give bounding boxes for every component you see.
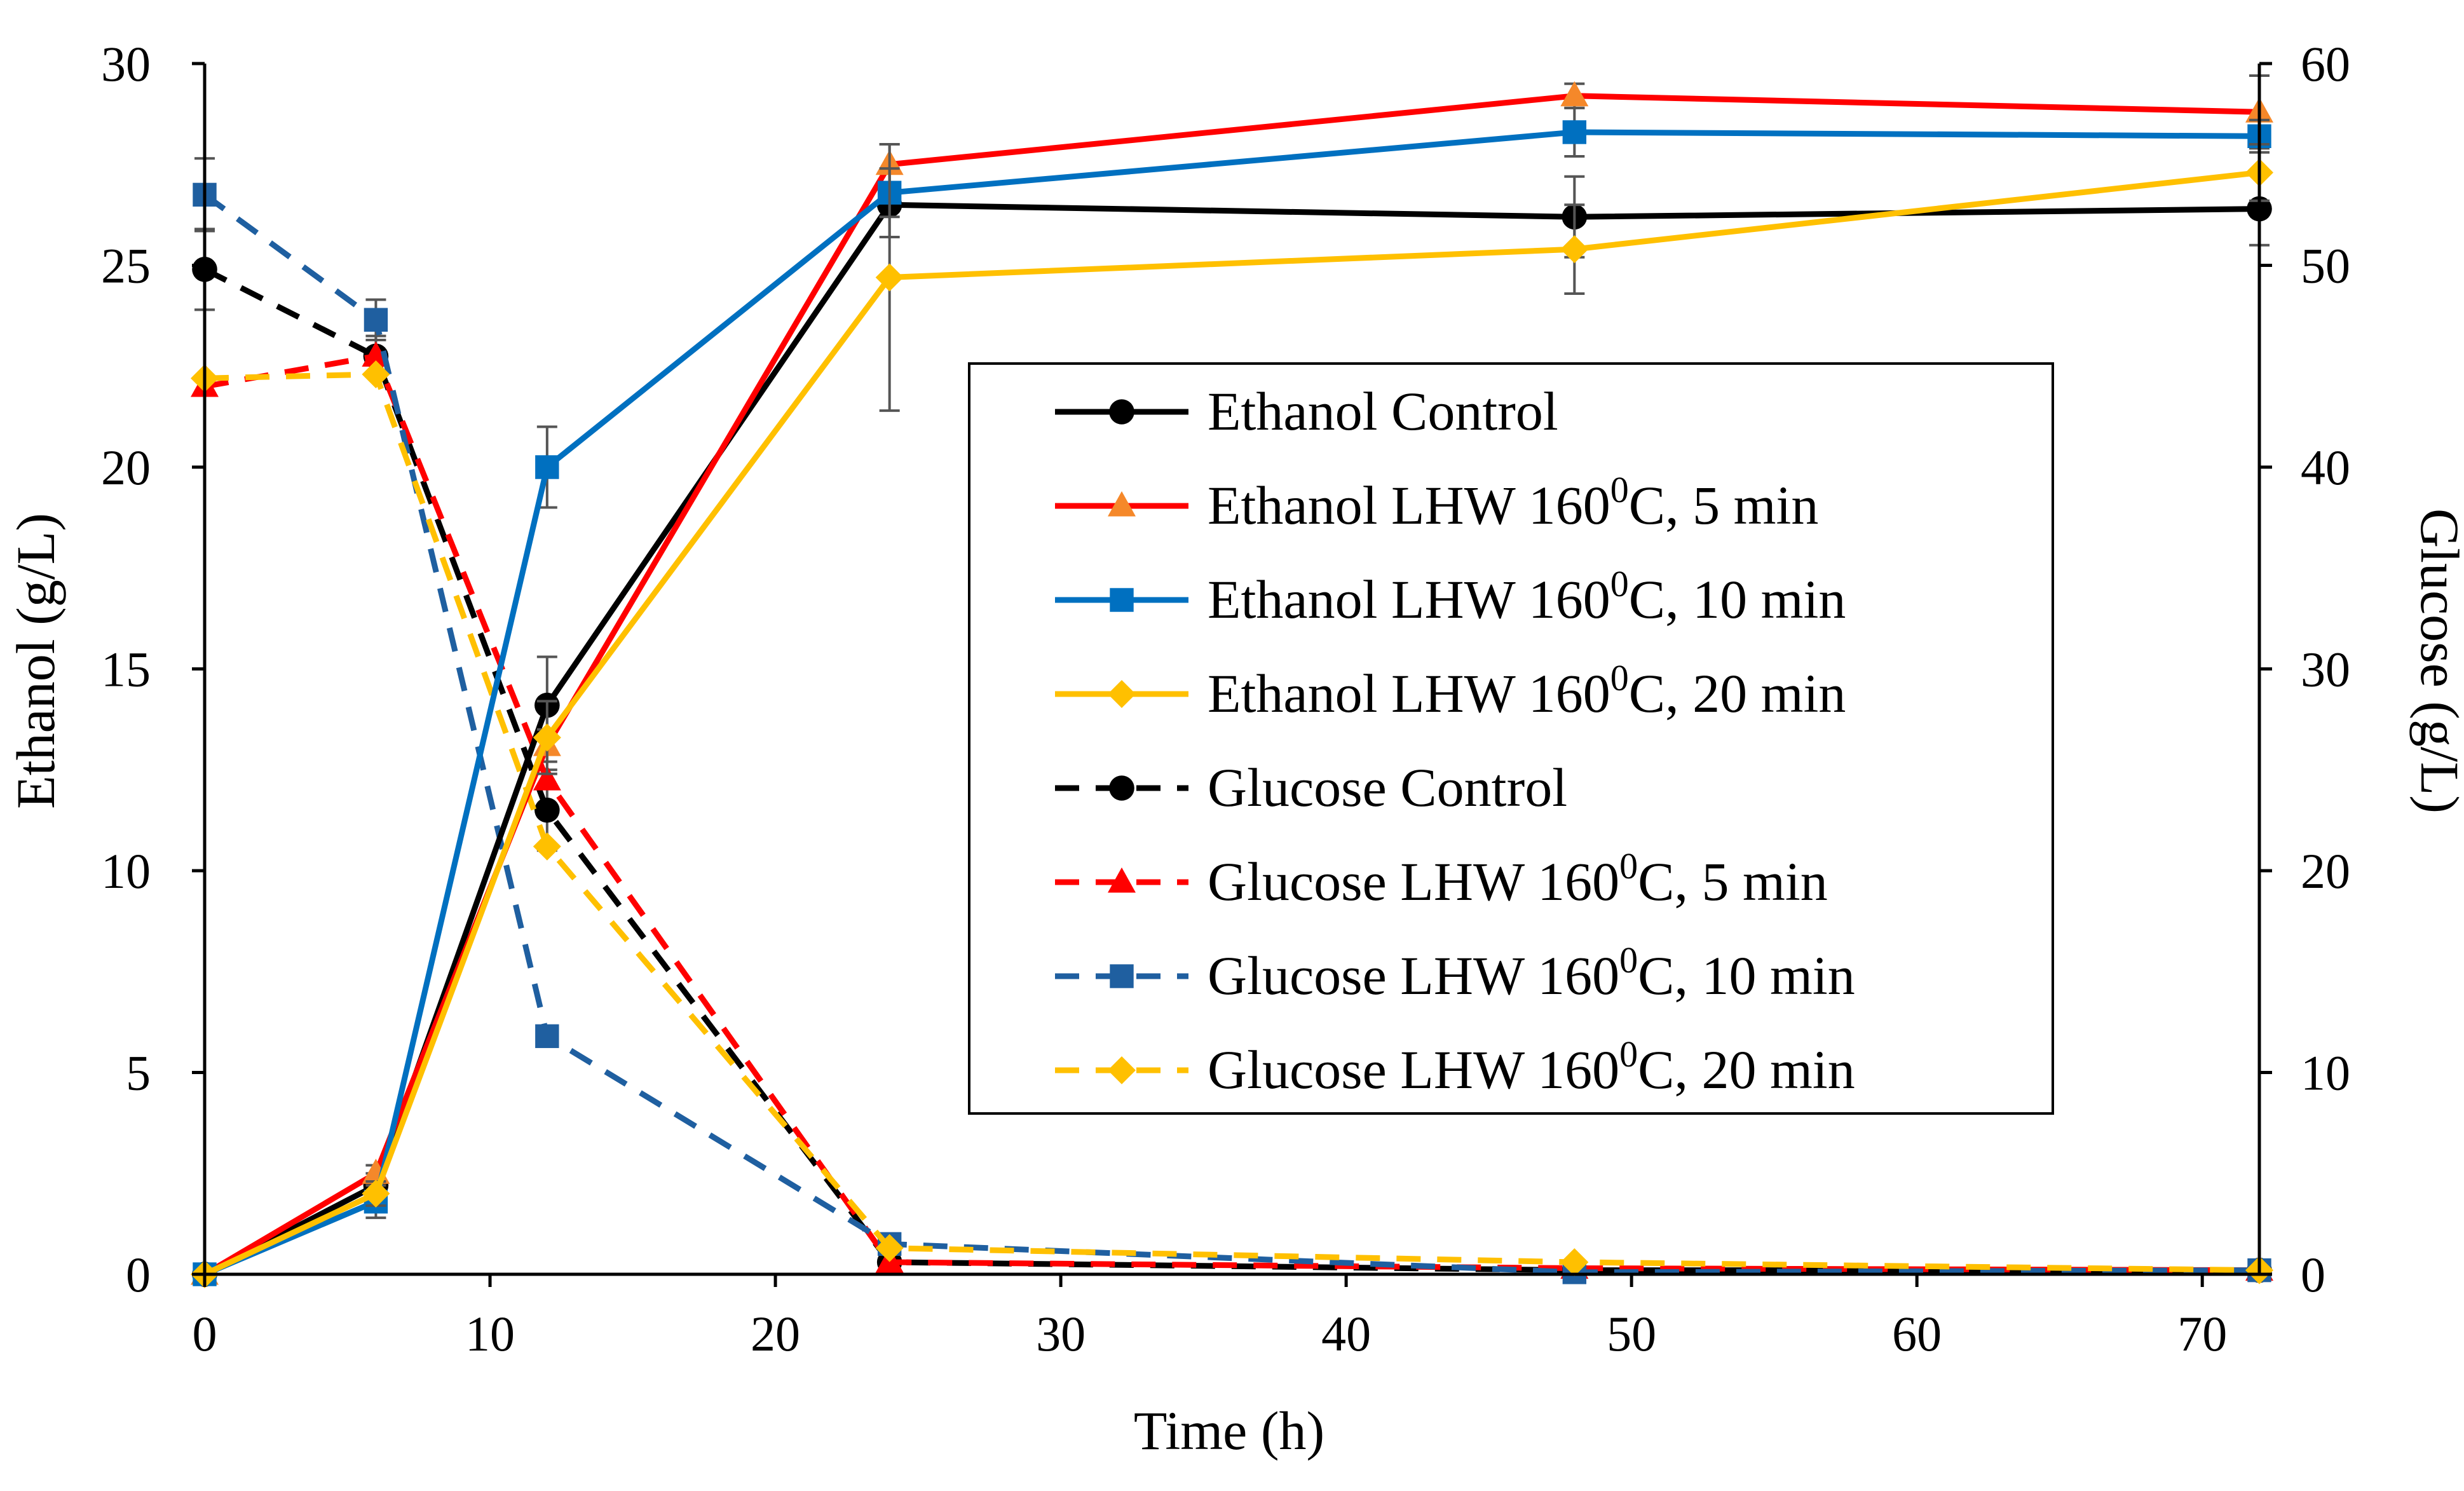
x-axis-title: Time (h) [1134,1400,1324,1461]
legend-label: Ethanol LHW 1600C, 10 min [1208,563,1846,630]
legend-label-sup: 0 [1619,1033,1638,1075]
data-point [1560,235,1589,264]
legend-label-sup: 0 [1619,845,1638,887]
x-tick-label: 40 [1321,1306,1371,1361]
series-line [204,353,2260,1274]
y-right-tick-label: 40 [2301,440,2350,495]
legend-label-sup: 0 [1610,563,1629,604]
y-right-tick-label: 0 [2301,1247,2325,1302]
legend-item: Ethanol LHW 1600C, 10 min [1055,563,1846,630]
legend-label: Glucose LHW 1600C, 10 min [1208,939,1855,1006]
y-left-tick-label: 0 [126,1247,151,1302]
legend-item: Glucose LHW 1600C, 20 min [1055,1033,1855,1100]
y-right-tick-label: 60 [2301,36,2350,92]
legend-label-sup: 0 [1619,939,1638,981]
series-7 [191,360,2273,1284]
axes: Time (h) Ethanol (g/L) Glucose (g/L) 0 10… [5,36,2464,1461]
legend-label-name: Ethanol LHW 160 [1208,475,1610,536]
legend-label-name: Glucose Control [1208,757,1567,818]
y-right-tick-label: 10 [2301,1045,2350,1101]
legend-label-name: Ethanol Control [1208,381,1558,442]
legend-label-name: Glucose LHW 160 [1208,851,1619,912]
data-point [535,1024,559,1049]
series-line [203,169,2260,1277]
data-point [533,723,561,752]
legend-marker [1109,399,1134,425]
legend-label-suffix: C, 5 min [1638,851,1828,912]
legend-box [968,362,2054,1115]
series-line [204,371,2260,1274]
x-tick-label: 0 [193,1306,217,1361]
series-line [203,129,2260,1277]
data-point [362,360,390,388]
legend-item: Ethanol Control [1055,381,1558,442]
x-tick-label: 20 [751,1306,800,1361]
y-left-tick-label: 15 [101,642,151,697]
data-point [535,455,559,479]
data-point [362,1180,390,1208]
legend-label: Ethanol Control [1208,381,1558,442]
data-point [533,765,561,791]
y-right-tick-label: 50 [2301,238,2350,294]
legend-label-name: Ethanol LHW 160 [1208,663,1610,724]
legend-marker [1108,867,1136,893]
legend-label-name: Glucose LHW 160 [1208,1039,1619,1100]
legend-label-suffix: C, 5 min [1629,475,1819,536]
legend-label-name: Ethanol LHW 160 [1208,569,1610,630]
y-right-tick-label: 20 [2301,843,2350,899]
x-tick-label: 50 [1607,1306,1656,1361]
x-tick-label: 10 [465,1306,515,1361]
legend-label-suffix: C, 10 min [1638,945,1855,1006]
data-point [533,832,561,861]
legend-marker [1110,964,1134,988]
data-point [1560,81,1589,107]
legend-label: Ethanol LHW 1600C, 20 min [1208,657,1846,724]
legend-label-sup: 0 [1610,469,1629,510]
legend-marker [1108,1056,1136,1084]
y-axis-right-title: Glucose (g/L) [2409,508,2464,814]
y-left-tick-label: 5 [126,1045,151,1101]
legend-label-sup: 0 [1610,657,1629,698]
legend-label: Glucose LHW 1600C, 20 min [1208,1033,1855,1100]
legend-label-suffix: C, 10 min [1629,569,1846,630]
legend-label-name: Glucose LHW 160 [1208,945,1619,1006]
data-point [875,1234,904,1262]
data-point [364,308,388,332]
legend-marker [1110,588,1134,612]
legend-marker [1109,775,1134,801]
legend-item: Ethanol LHW 1600C, 5 min [1055,469,1818,536]
data-point [875,263,904,292]
series-line [203,192,2260,1276]
y-left-tick-label: 20 [101,440,151,495]
legend-item: Glucose LHW 1600C, 5 min [1055,845,1828,912]
legend-label: Ethanol LHW 1600C, 5 min [1208,469,1818,536]
y-axis-left-title: Ethanol (g/L) [5,513,66,809]
y-left-tick-label: 30 [101,36,151,92]
x-tick-label: 70 [2177,1306,2227,1361]
legend-label-suffix: C, 20 min [1629,663,1846,724]
legend-marker [1108,680,1136,708]
x-tick-label: 30 [1036,1306,1086,1361]
series-line [203,266,2259,1274]
legend-marker [1108,491,1136,517]
legend-item: Glucose Control [1055,757,1567,818]
legend-label: Glucose LHW 1600C, 5 min [1208,845,1828,912]
y-left-tick-label: 25 [101,238,151,294]
legend-item: Glucose LHW 1600C, 10 min [1055,939,1855,1006]
y-right-tick-label: 30 [2301,642,2350,697]
legend-label-suffix: C, 20 min [1638,1039,1855,1100]
legend-item: Ethanol LHW 1600C, 20 min [1055,657,1846,724]
data-point [1560,1248,1589,1276]
legend-label: Glucose Control [1208,757,1567,818]
x-tick-label: 60 [1892,1306,1942,1361]
data-point [534,797,560,823]
data-point [1562,120,1587,144]
series-line [203,93,2260,1277]
y-left-tick-label: 10 [101,843,151,899]
